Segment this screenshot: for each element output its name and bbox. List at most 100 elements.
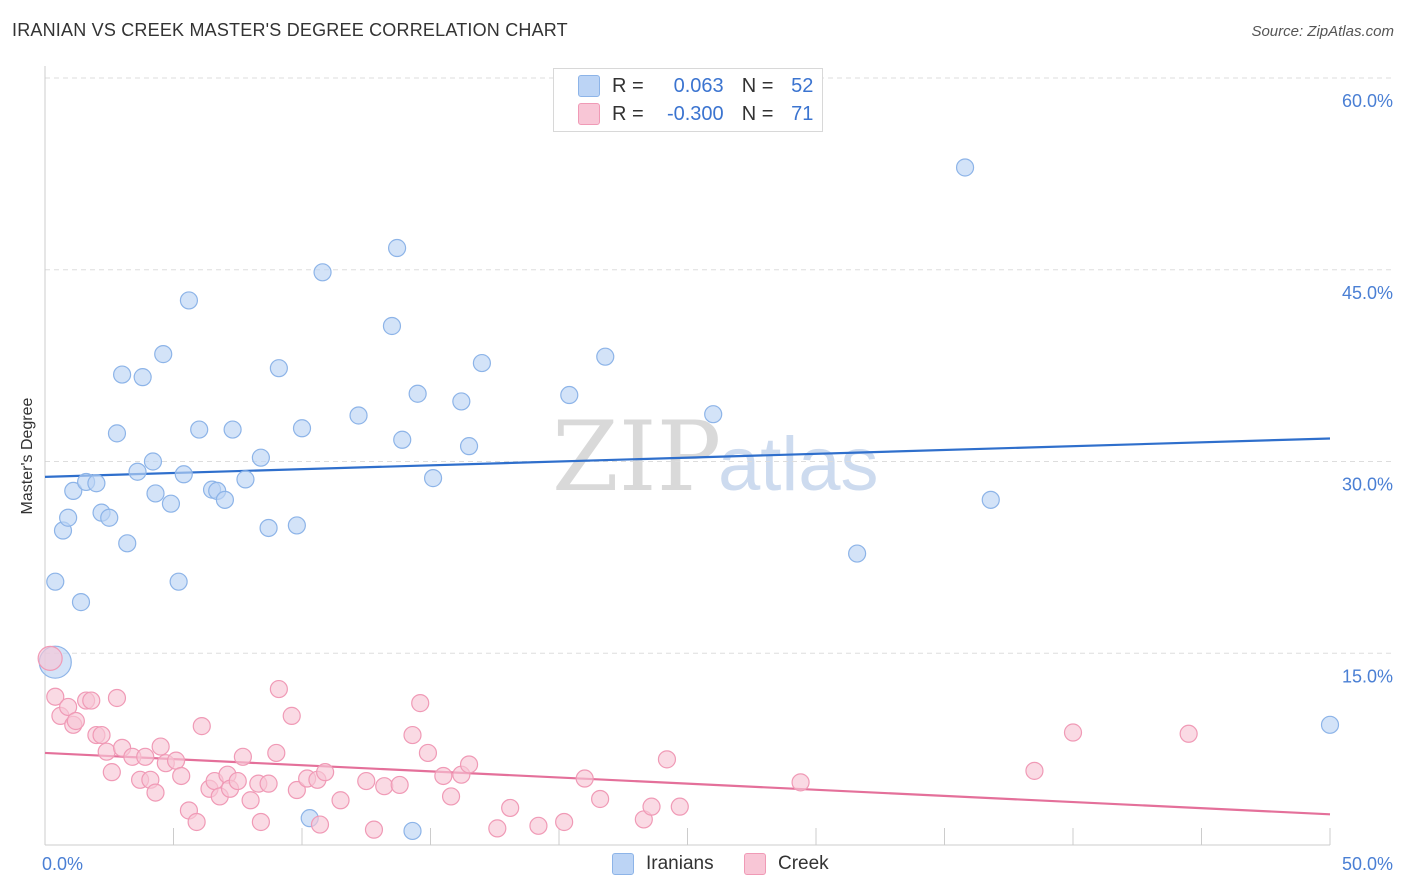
axes (44, 66, 1331, 846)
creek-point (403, 725, 422, 745)
creek-point (316, 763, 335, 782)
y-tick-label: 60.0% (1342, 91, 1393, 111)
iranians-point (59, 508, 78, 527)
creek-point (375, 777, 394, 796)
x-tick-label: 50.0% (1342, 854, 1393, 874)
iranians-n-value: 52 (791, 74, 814, 97)
iranians-point (179, 291, 199, 310)
creek-point (82, 691, 101, 710)
creek-point (107, 688, 127, 708)
iranians-point (981, 490, 1000, 509)
iranians-point (382, 316, 402, 336)
iranians-point (87, 474, 106, 493)
creek-point (267, 743, 286, 763)
iranians-point (146, 484, 165, 503)
creek-point (390, 775, 409, 795)
creek-n-label: N = (741, 102, 774, 125)
bottom-legend-iranians: Iranians (612, 852, 714, 876)
creek-r-value: -0.300 (666, 102, 724, 125)
bottom-iranians-swatch (612, 853, 634, 875)
creek-point (228, 771, 247, 791)
creek-point (102, 763, 121, 782)
creek-point (136, 747, 155, 766)
y-tick-label: 15.0% (1342, 666, 1393, 686)
y-tick-label: 45.0% (1342, 283, 1393, 303)
creek-point (411, 694, 430, 713)
creek-point (670, 797, 689, 816)
creek-point (488, 819, 507, 838)
creek-point (282, 706, 301, 725)
creek-point (364, 820, 384, 839)
creek-point (46, 687, 65, 706)
iranians-point (408, 384, 427, 403)
iranians-point (112, 365, 132, 384)
creek-point (1025, 761, 1044, 780)
creek-point (331, 791, 350, 810)
creek-point (418, 743, 438, 763)
creek-point (187, 812, 206, 832)
iranians-point (154, 345, 173, 364)
iranians-n-label: N = (741, 74, 774, 97)
iranians-point (174, 465, 193, 484)
iranians-point (287, 516, 306, 535)
legend-row-creek: R = -0.300 N = 71 (578, 100, 813, 128)
creek-point (59, 697, 78, 717)
creek-trend-line (44, 751, 1331, 816)
creek-point (434, 766, 453, 786)
creek-point (575, 769, 594, 788)
creek-point (459, 755, 479, 774)
creek-point (37, 645, 63, 671)
iranians-point (704, 405, 723, 424)
iranians-point (223, 420, 242, 439)
iranians-point (100, 508, 119, 527)
creek-swatch (578, 103, 600, 125)
creek-point (310, 815, 330, 834)
creek-point (357, 771, 376, 791)
x-tick-label: 0.0% (42, 854, 83, 874)
iranians-point (472, 353, 491, 373)
bottom-iranians-label: Iranians (646, 853, 714, 874)
iranians-point (848, 544, 867, 563)
chart-title: IRANIAN VS CREEK MASTER'S DEGREE CORRELA… (12, 20, 568, 40)
iranians-point (349, 406, 368, 425)
creek-point (1063, 723, 1083, 742)
iranians-point (236, 470, 255, 489)
bottom-creek-label: Creek (778, 853, 829, 874)
source-credit: Source: ZipAtlas.com (1251, 23, 1394, 40)
creek-point (192, 717, 211, 736)
iranians-point (118, 534, 137, 553)
data-points (37, 158, 1340, 841)
iranians-r-value: 0.063 (673, 74, 724, 97)
tick-labels: 15.0% 30.0% 45.0% 60.0% 0.0% 50.0% (42, 91, 1393, 874)
iranians-point (292, 419, 312, 438)
creek-point (441, 787, 461, 806)
iranians-point (46, 572, 65, 591)
iranians-point (452, 392, 471, 411)
creek-point (172, 766, 191, 786)
watermark: ZIP atlas (552, 401, 879, 513)
creek-point (233, 747, 252, 766)
iranians-point (128, 462, 147, 481)
iranians-point (393, 430, 412, 449)
iranians-point (423, 469, 443, 488)
creek-point (251, 812, 270, 832)
iranians-point (215, 490, 234, 509)
iranians-point (269, 359, 288, 378)
creek-point (657, 750, 677, 769)
y-tick-label: 30.0% (1342, 475, 1393, 495)
creek-point (241, 791, 260, 810)
creek-point (259, 774, 278, 793)
creek-point (642, 797, 661, 816)
iranians-point (251, 448, 270, 467)
creek-point (146, 783, 165, 802)
creek-point (287, 780, 306, 800)
iranians-trend-line (44, 437, 1331, 478)
iranians-point (1320, 715, 1340, 734)
creek-point (529, 816, 548, 835)
iranians-point (169, 572, 188, 591)
iranians-point (190, 420, 209, 439)
iranians-point (71, 593, 91, 612)
iranians-point (387, 238, 407, 258)
trend-lines (44, 437, 1331, 816)
